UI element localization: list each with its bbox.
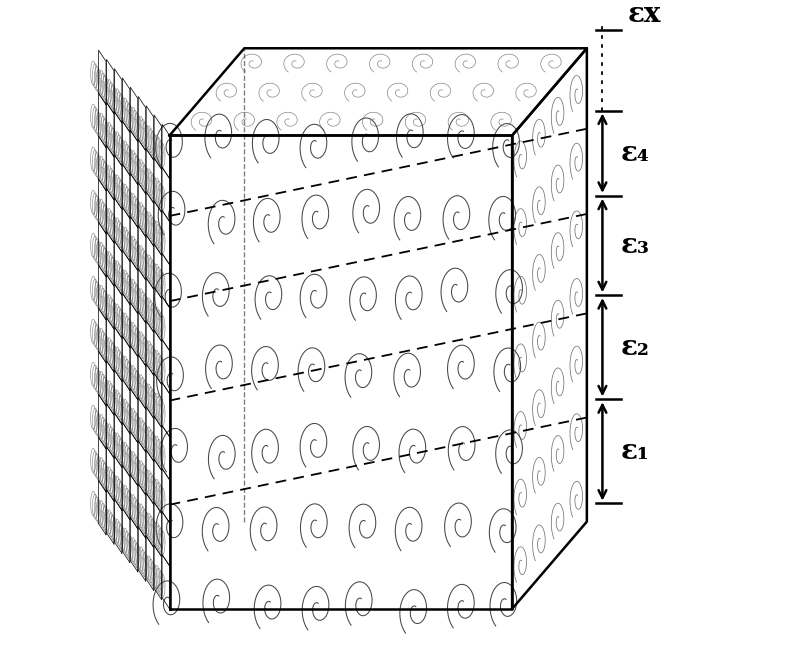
Text: ε₁: ε₁ — [621, 438, 650, 465]
Text: ε₂: ε₂ — [621, 334, 650, 361]
Text: ε₄: ε₄ — [621, 140, 650, 167]
Text: εx: εx — [627, 1, 661, 28]
Text: ε₃: ε₃ — [621, 232, 650, 259]
